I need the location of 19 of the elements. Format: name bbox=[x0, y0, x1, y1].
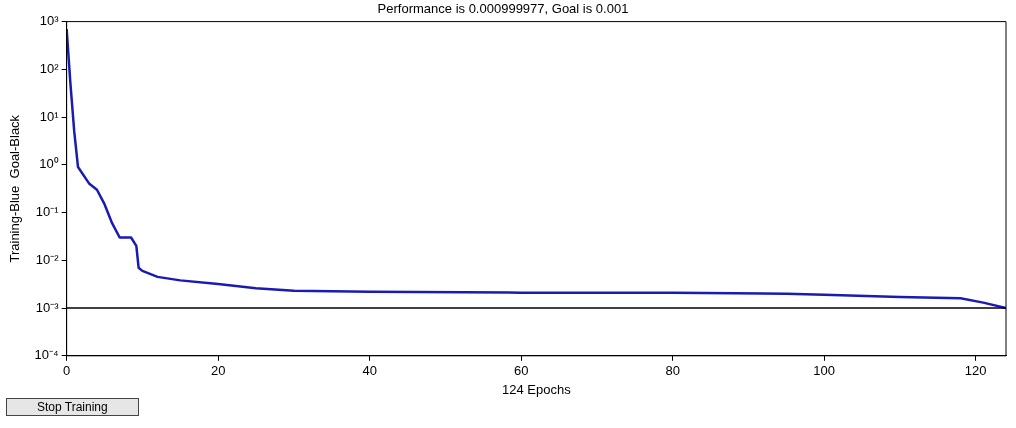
y-tick-label: 10¹ bbox=[39, 108, 60, 124]
y-axis-title: Training-Blue Goal-Black bbox=[7, 114, 23, 263]
x-tick-label: 60 bbox=[513, 363, 529, 379]
y-tick-label: 10³ bbox=[39, 13, 60, 29]
y-tick-label: 10⁻³ bbox=[35, 299, 60, 315]
x-tick-label: 40 bbox=[362, 363, 377, 379]
x-tick-label: 80 bbox=[665, 363, 680, 379]
text: Stop Training bbox=[6, 398, 139, 416]
x-tick-label: 20 bbox=[210, 363, 226, 379]
x-tick-label: 100 bbox=[813, 363, 836, 379]
y-tick-label: 10² bbox=[39, 60, 60, 76]
y-tick-label: 10⁻⁴ bbox=[34, 347, 59, 363]
x-tick-label: 120 bbox=[964, 363, 987, 379]
y-tick-label: 10⁻² bbox=[35, 251, 60, 267]
y-tick-label: 10⁰ bbox=[39, 156, 59, 172]
x-tick-label: 0 bbox=[63, 363, 71, 379]
chart-title: Performance is 0.000999977, Goal is 0.001 bbox=[377, 1, 629, 17]
y-tick-label: 10⁻¹ bbox=[35, 204, 60, 220]
x-axis-title: 124 Epochs bbox=[501, 381, 572, 397]
